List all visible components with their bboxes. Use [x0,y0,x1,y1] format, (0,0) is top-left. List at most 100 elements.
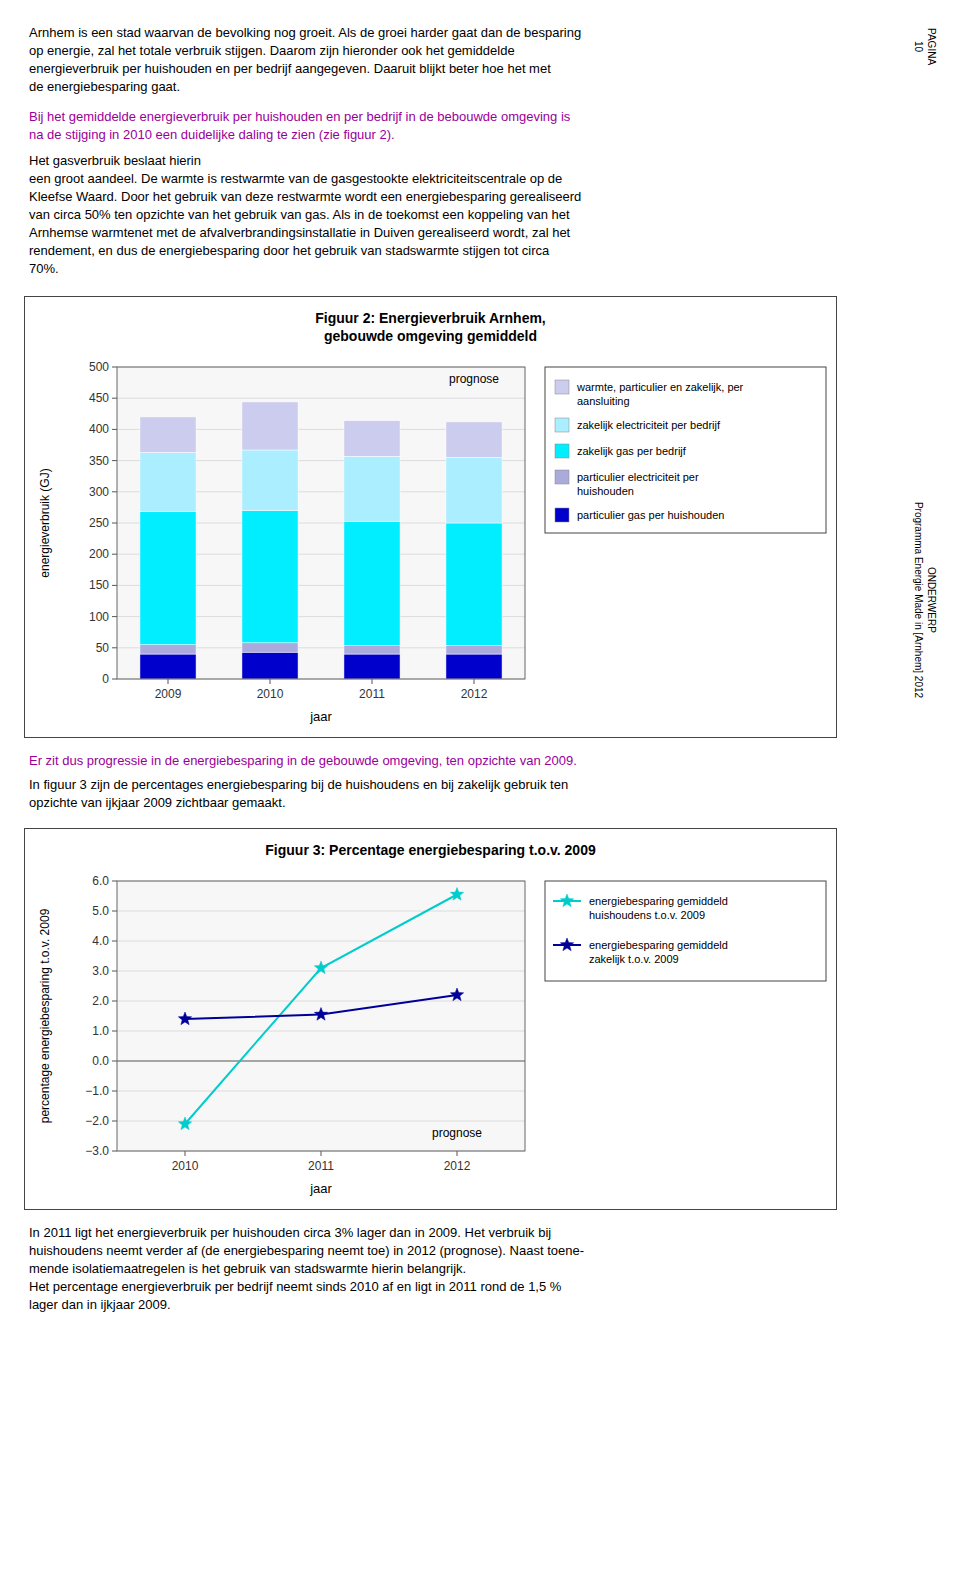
bar-segment [242,643,298,652]
y-tick [112,647,117,648]
text-line: energiebesparing gemiddeld [589,895,728,907]
main-column: Arnhem is een stad waarvan de bevolking … [29,24,899,1314]
text-line: aansluiting [577,395,630,407]
chart: Figuur 2: Energieverbruik Arnhem,gebouwd… [25,297,836,737]
legend-label: zakelijk electriciteit per bedrijf [577,419,721,431]
chart: Figuur 3: Percentage energiebesparing t.… [25,829,836,1209]
point [178,1117,191,1130]
y-tick [112,1061,117,1062]
y-tick [112,1121,117,1122]
series-line [185,895,457,1125]
legend-marker [560,938,573,951]
y-grid [117,367,525,679]
y-axis-label: energieverbruik (GJ) [38,468,52,577]
grid-line [117,1001,525,1002]
figure-box: Figuur 2: Energieverbruik Arnhem,gebouwd… [24,296,837,738]
text-line: warmte, particulier en zakelijk, per [576,381,744,393]
y-tick [112,941,117,942]
legend-label: particulier electriciteit perhuishouden [577,471,699,497]
legend-label: energiebesparing gemiddeldzakelijk t.o.v… [589,939,728,965]
x-axis-label: jaar [309,709,332,724]
legend: energiebesparing gemiddeld huishoudens t.… [545,881,826,981]
bar-segment [242,652,298,679]
y-tick [112,1151,117,1152]
legend-swatch [555,470,569,484]
text-line: huishoudens t.o.v. 2009 [589,909,705,921]
legend-swatch [555,380,569,394]
y-tick [112,616,117,617]
y-tick-label: 1.0 [92,1024,109,1038]
y-tick [112,679,117,680]
plot-background [117,367,525,679]
grid-line [117,1031,525,1032]
plot-background [117,881,525,1151]
paragraph: Arnhem is een stad waarvan de bevolking … [29,24,899,96]
y-tick-label: 450 [89,391,109,405]
page-body: {"sidebar": ["PAGINA\n10", "ONDERWERP\nP… [0,0,960,1578]
y-tick-label: 50 [96,641,110,655]
bar-segment [446,523,502,645]
paragraph: Het gasverbruik beslaat hierin een groot… [29,152,899,278]
page: Arnhem is een stad waarvan de bevolking … [0,0,960,1578]
y-tick [112,367,117,368]
plot-frame [117,881,525,1151]
y-tick-label: 350 [89,454,109,468]
x-tick-label: 2012 [461,687,488,701]
bar-segment [344,645,400,654]
y-tick [112,1091,117,1092]
bar-segment [140,452,196,511]
grid-line [117,1091,525,1092]
y-tick-label: 4.0 [92,934,109,948]
point [450,888,463,901]
x-tick [185,1151,186,1156]
paragraph: Er zit dus progressie in de energiebespa… [29,752,899,770]
y-tick [112,398,117,399]
chart-title: Figuur 2: Energieverbruik Arnhem, [315,310,546,326]
point [450,988,463,1001]
y-tick-label: 2.0 [92,994,109,1008]
bar-segment [140,654,196,679]
y-tick-label: 150 [89,578,109,592]
text-line: huishouden [577,485,634,497]
text-line: energiebesparing gemiddeld [589,939,728,951]
y-axis-label: percentage energiebesparing t.o.v. 2009 [38,908,52,1123]
bar-segment [446,654,502,679]
annotation: prognose [432,1126,482,1140]
point [178,1012,191,1025]
paragraph: In 2011 ligt het energieverbruik per hui… [29,1224,899,1314]
x-tick-label: 2011 [308,1159,334,1173]
bar-segment [344,522,400,646]
grid-line [117,911,525,912]
plot-frame [117,367,525,679]
marks [178,888,463,1130]
bar-segment [140,645,196,654]
bar-segment [242,450,298,511]
y-tick-label: 250 [89,516,109,530]
figure-box: Figuur 3: Percentage energiebesparing t.… [24,828,837,1210]
grid-line [117,1121,525,1122]
y-tick-label: −1.0 [85,1084,109,1098]
x-tick [321,1151,322,1156]
x-tick [474,679,475,684]
x-tick-label: 2010 [257,687,284,701]
x-tick [372,679,373,684]
sidebar-text: PAGINA 10 [912,28,938,65]
legend-marker [560,894,573,907]
x-tick [168,679,169,684]
y-tick-label: 5.0 [92,904,109,918]
legend: warmte, particulier en zakelijk, per aans… [545,367,826,533]
y-tick [112,881,117,882]
point [314,961,327,974]
bar-segment [446,422,502,458]
x-tick [270,679,271,684]
bar-segment [344,456,400,522]
legend-frame [545,367,826,533]
y-tick [112,554,117,555]
bar-segment [242,402,298,450]
x-tick-label: 2011 [359,687,385,701]
grid-line [117,941,525,942]
legend-label: particulier gas per huishouden [577,509,724,521]
chart-title: Figuur 3: Percentage energiebesparing t.… [265,842,596,858]
y-tick-label: 0 [102,672,109,686]
y-tick [112,491,117,492]
